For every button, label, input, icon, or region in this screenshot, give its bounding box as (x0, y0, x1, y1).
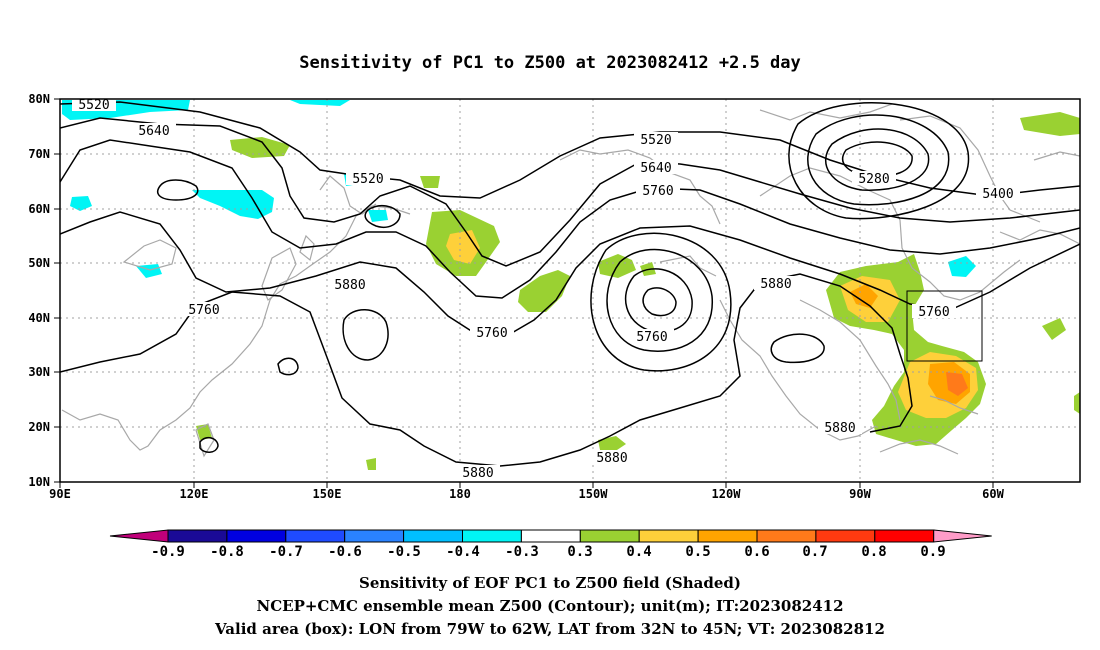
contour-label: 5760 (630, 329, 674, 345)
colorbar-label: 0.8 (861, 544, 886, 560)
lat-tick-labels: 10N 20N 30N 40N 50N 60N 70N 80N (28, 92, 50, 489)
lon-tick-label: 180 (449, 487, 471, 501)
valid-area-box (906, 290, 983, 362)
svg-text:5880: 5880 (760, 277, 791, 292)
svg-text:5640: 5640 (138, 124, 169, 139)
svg-text:5880: 5880 (824, 421, 855, 436)
colorbar-cell (756, 529, 817, 543)
svg-text:5520: 5520 (78, 98, 109, 113)
contour-label: 5880 (818, 420, 862, 436)
contour-label: 5400 (976, 186, 1020, 202)
colorbar-label: -0.9 (151, 544, 185, 560)
contour-label: 5760 (182, 302, 226, 318)
lon-tick-label: 150W (579, 487, 609, 501)
lon-tick-label: 150E (313, 487, 342, 501)
colorbar-cell (874, 529, 935, 543)
lat-tick-label: 50N (28, 256, 50, 270)
chart-title: Sensitivity of PC1 to Z500 at 2023082412… (299, 53, 801, 73)
map-frame (59, 98, 1081, 483)
lat-tick-label: 80N (28, 92, 50, 106)
svg-text:5760: 5760 (918, 305, 949, 320)
colorbar-cell (520, 529, 581, 543)
colorbar-cell (579, 529, 640, 543)
lat-tick-label: 30N (28, 365, 50, 379)
colorbar-cell (285, 529, 346, 543)
contour-label: 5280 (852, 171, 896, 187)
lon-axis (59, 482, 994, 488)
colorbar-label: -0.7 (269, 544, 303, 560)
colorbar-label: -0.8 (210, 544, 244, 560)
svg-text:5760: 5760 (188, 303, 219, 318)
lon-tick-label: 60W (982, 487, 1004, 501)
lon-tick-label: 120W (712, 487, 742, 501)
colorbar-label: 0.9 (920, 544, 945, 560)
lat-tick-label: 10N (28, 475, 50, 489)
contour-label: 5640 (634, 160, 678, 176)
colorbar-cell (462, 529, 522, 543)
colorbar-labels: -0.9 -0.8 -0.7 -0.6 -0.5 -0.4 -0.3 0.3 0… (151, 544, 946, 560)
caption-line-2: NCEP+CMC ensemble mean Z500 (Contour); u… (257, 597, 844, 615)
contour-label: 5880 (456, 465, 500, 481)
svg-text:5520: 5520 (640, 133, 671, 148)
contour-labels: 5520 5640 5520 5520 5640 5760 5280 5400 … (72, 98, 1020, 481)
lon-tick-label: 120E (180, 487, 209, 501)
contour-label: 5520 (72, 98, 116, 113)
contour-label: 5760 (470, 325, 514, 341)
colorbar-cell (226, 529, 287, 543)
colorbar-label: -0.6 (328, 544, 362, 560)
colorbar-arrow-high (933, 529, 992, 543)
colorbar-label: 0.3 (567, 544, 592, 560)
contour-label: 5880 (328, 277, 372, 293)
contour-label: 5640 (132, 123, 176, 139)
lat-tick-label: 60N (28, 202, 50, 216)
lat-tick-label: 20N (28, 420, 50, 434)
coastlines (61, 103, 1080, 458)
contour-label: 5760 (636, 183, 680, 199)
colorbar-cell (403, 529, 464, 543)
svg-text:5760: 5760 (636, 330, 667, 345)
svg-text:5640: 5640 (640, 161, 671, 176)
contour-label: 5760 (912, 304, 956, 320)
grid-lines (60, 99, 1080, 482)
colorbar-label: 0.5 (685, 544, 710, 560)
svg-text:5880: 5880 (462, 466, 493, 481)
colorbar-cell (167, 529, 228, 543)
lat-tick-label: 40N (28, 311, 50, 325)
svg-text:5760: 5760 (642, 184, 673, 199)
lon-tick-label: 90E (49, 487, 71, 501)
svg-text:5520: 5520 (352, 172, 383, 187)
contour-label: 5880 (590, 450, 634, 466)
z500-contours (60, 101, 1080, 467)
contour-label: 5880 (754, 276, 798, 292)
lon-tick-labels: 90E 120E 150E 180 150W 120W 90W 60W (49, 487, 1004, 501)
colorbar-label: 0.4 (626, 544, 651, 560)
colorbar-cell (638, 529, 699, 543)
svg-text:5880: 5880 (334, 278, 365, 293)
contour-label: 5520 (346, 171, 390, 187)
caption-line-1: Sensitivity of EOF PC1 to Z500 field (Sh… (359, 574, 741, 592)
lon-tick-label: 90W (849, 487, 871, 501)
svg-text:5280: 5280 (858, 172, 889, 187)
svg-text:5400: 5400 (982, 187, 1013, 202)
colorbar: -0.9 -0.8 -0.7 -0.6 -0.5 -0.4 -0.3 0.3 0… (109, 529, 992, 560)
colorbar-label: -0.4 (446, 544, 480, 560)
colorbar-cell (344, 529, 405, 543)
colorbar-cell (815, 529, 876, 543)
colorbar-label: -0.5 (387, 544, 421, 560)
colorbar-label: -0.3 (505, 544, 539, 560)
colorbar-label: 0.6 (744, 544, 769, 560)
colorbar-label: 0.7 (802, 544, 827, 560)
colorbar-cell (697, 529, 758, 543)
colorbar-cells (109, 529, 992, 543)
caption-line-3: Valid area (box): LON from 79W to 62W, L… (214, 620, 885, 638)
svg-text:5760: 5760 (476, 326, 507, 341)
lat-tick-label: 70N (28, 147, 50, 161)
svg-text:5880: 5880 (596, 451, 627, 466)
contour-label: 5520 (634, 132, 678, 148)
colorbar-arrow-low (109, 529, 169, 543)
map-panel: 5520 5640 5520 5520 5640 5760 5280 5400 … (59, 98, 1081, 483)
lat-axis (54, 98, 60, 483)
